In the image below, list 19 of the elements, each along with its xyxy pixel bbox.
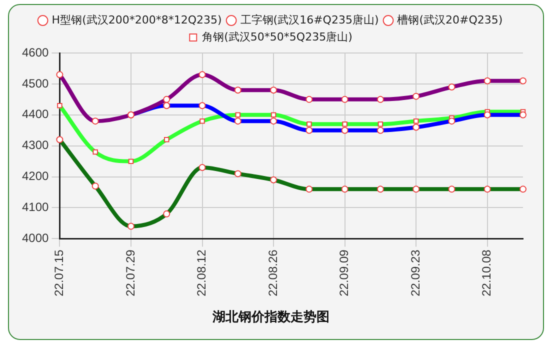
x-tick-label: 22.09.09 (337, 249, 352, 296)
text: 湖北钢价指数走势图 (212, 308, 330, 324)
y-tick-label: 4400 (22, 107, 50, 122)
legend-label: H型钢(武汉200*200*8*12Q235) (52, 13, 222, 26)
legend-label: 槽钢(武汉20#Q235) (397, 13, 503, 26)
y-tick-label: 4300 (22, 138, 50, 152)
x-tick-label: 22.08.26 (266, 249, 280, 296)
x-tick-label: 22.10.08 (480, 249, 494, 296)
x-tick-label: 22.07.29 (123, 249, 138, 296)
x-tick-label: 22.09.23 (408, 249, 422, 296)
y-tick-label: 4200 (22, 169, 50, 184)
legend-label: 角钢(武汉50*50*5Q235唐山) (202, 30, 352, 44)
x-tick-label: 22.07.15 (52, 249, 66, 296)
y-tick-label: 4100 (22, 200, 50, 214)
legend-label: 工字钢(武汉16#Q235唐山) (240, 13, 379, 26)
y-tick-label: 4500 (22, 76, 50, 90)
x-tick-label: 22.08.12 (194, 249, 209, 296)
y-tick-label: 4600 (22, 45, 50, 60)
y-tick-label: 4000 (22, 231, 50, 245)
